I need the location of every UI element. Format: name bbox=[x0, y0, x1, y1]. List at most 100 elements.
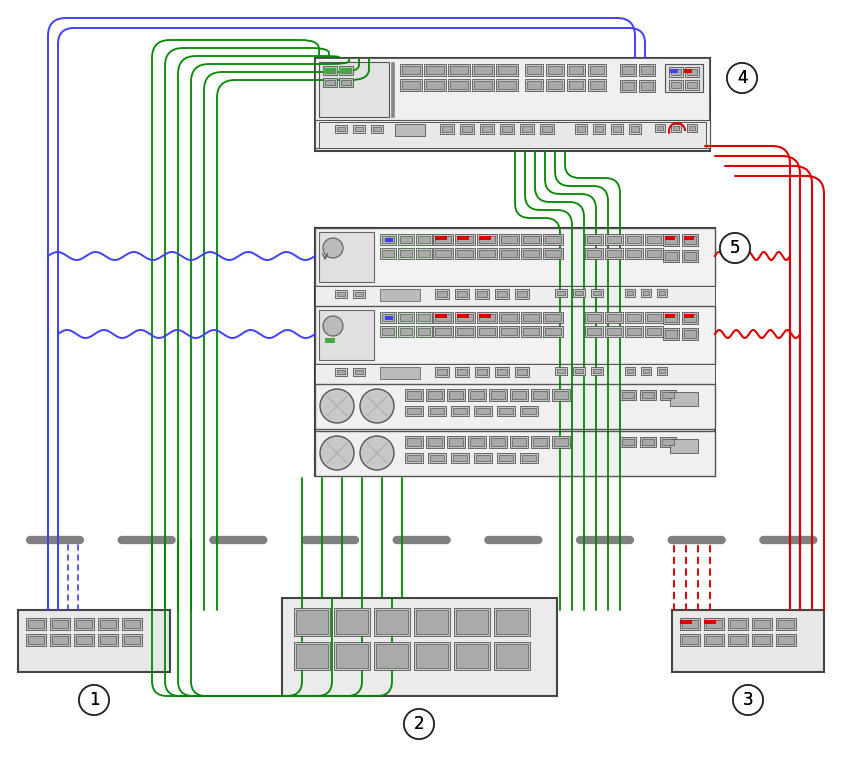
Bar bbox=[400, 328, 412, 335]
Bar bbox=[400, 79, 422, 91]
Bar bbox=[122, 634, 142, 646]
Bar bbox=[98, 634, 118, 646]
Bar bbox=[479, 250, 495, 257]
Bar bbox=[468, 436, 486, 448]
Bar bbox=[475, 289, 489, 299]
Bar bbox=[460, 124, 474, 134]
Circle shape bbox=[320, 436, 354, 470]
Bar bbox=[296, 610, 328, 634]
Bar bbox=[622, 392, 634, 398]
Bar bbox=[552, 389, 570, 401]
Bar bbox=[353, 125, 365, 133]
Bar bbox=[645, 326, 663, 337]
Bar bbox=[622, 66, 634, 74]
Bar bbox=[335, 368, 347, 376]
Bar bbox=[625, 234, 643, 245]
Bar bbox=[479, 236, 491, 240]
Bar bbox=[52, 620, 68, 628]
Bar bbox=[645, 248, 663, 259]
Bar bbox=[319, 232, 374, 282]
Bar bbox=[575, 291, 583, 295]
Bar bbox=[499, 234, 519, 245]
Bar bbox=[472, 64, 494, 76]
Bar bbox=[631, 126, 639, 132]
Bar bbox=[557, 291, 565, 295]
Bar bbox=[475, 367, 489, 377]
Bar bbox=[402, 66, 420, 74]
Text: 3: 3 bbox=[743, 691, 754, 709]
Bar bbox=[625, 326, 643, 337]
Bar bbox=[520, 406, 538, 416]
Bar bbox=[585, 312, 603, 323]
Bar bbox=[451, 406, 469, 416]
Text: 4: 4 bbox=[737, 69, 747, 87]
Bar bbox=[353, 290, 365, 298]
Bar bbox=[567, 79, 585, 91]
Bar bbox=[495, 289, 509, 299]
Bar bbox=[525, 64, 543, 76]
Bar bbox=[704, 634, 724, 646]
Bar bbox=[689, 126, 695, 130]
Bar bbox=[385, 316, 393, 320]
Bar bbox=[433, 326, 453, 337]
Bar bbox=[395, 124, 425, 136]
Bar bbox=[407, 391, 421, 399]
Bar bbox=[607, 236, 621, 243]
Bar bbox=[642, 439, 654, 445]
Bar bbox=[435, 328, 451, 335]
Bar bbox=[645, 312, 663, 323]
Bar bbox=[416, 610, 448, 634]
Bar bbox=[546, 79, 564, 91]
Bar bbox=[402, 81, 420, 89]
Circle shape bbox=[733, 685, 763, 715]
Bar bbox=[435, 367, 449, 377]
Bar bbox=[682, 620, 698, 628]
Bar bbox=[480, 124, 494, 134]
Circle shape bbox=[733, 685, 763, 715]
Bar bbox=[573, 367, 585, 375]
Bar bbox=[776, 634, 796, 646]
Bar bbox=[543, 248, 563, 259]
Bar bbox=[455, 234, 475, 245]
Bar bbox=[319, 310, 374, 360]
Bar bbox=[531, 436, 549, 448]
Bar bbox=[339, 68, 351, 73]
Bar bbox=[477, 369, 487, 375]
Bar bbox=[510, 436, 528, 448]
Bar bbox=[496, 64, 518, 76]
Bar bbox=[501, 236, 517, 243]
Bar bbox=[523, 314, 539, 321]
Bar bbox=[659, 369, 665, 373]
Bar bbox=[489, 389, 507, 401]
Bar bbox=[339, 66, 353, 75]
Bar bbox=[323, 78, 337, 87]
Bar bbox=[52, 636, 68, 644]
Bar bbox=[499, 312, 519, 323]
Bar bbox=[407, 438, 421, 446]
Bar bbox=[499, 455, 513, 461]
Bar bbox=[573, 289, 585, 297]
Bar bbox=[531, 389, 549, 401]
Bar bbox=[627, 291, 633, 295]
Bar bbox=[426, 389, 444, 401]
Bar bbox=[450, 81, 468, 89]
Bar bbox=[315, 431, 715, 476]
Bar bbox=[325, 338, 335, 343]
Bar bbox=[647, 236, 661, 243]
Bar bbox=[627, 236, 641, 243]
Bar bbox=[28, 620, 44, 628]
Bar bbox=[497, 406, 515, 416]
Bar bbox=[657, 289, 667, 297]
Bar bbox=[455, 289, 469, 299]
Bar bbox=[100, 620, 116, 628]
Bar bbox=[776, 618, 796, 630]
Bar bbox=[605, 248, 623, 259]
Bar bbox=[353, 368, 365, 376]
Bar bbox=[520, 124, 534, 134]
Bar bbox=[684, 236, 694, 240]
Bar bbox=[433, 248, 453, 259]
Bar bbox=[499, 248, 519, 259]
Bar bbox=[315, 306, 715, 364]
Bar bbox=[665, 252, 677, 260]
Bar bbox=[416, 326, 432, 337]
